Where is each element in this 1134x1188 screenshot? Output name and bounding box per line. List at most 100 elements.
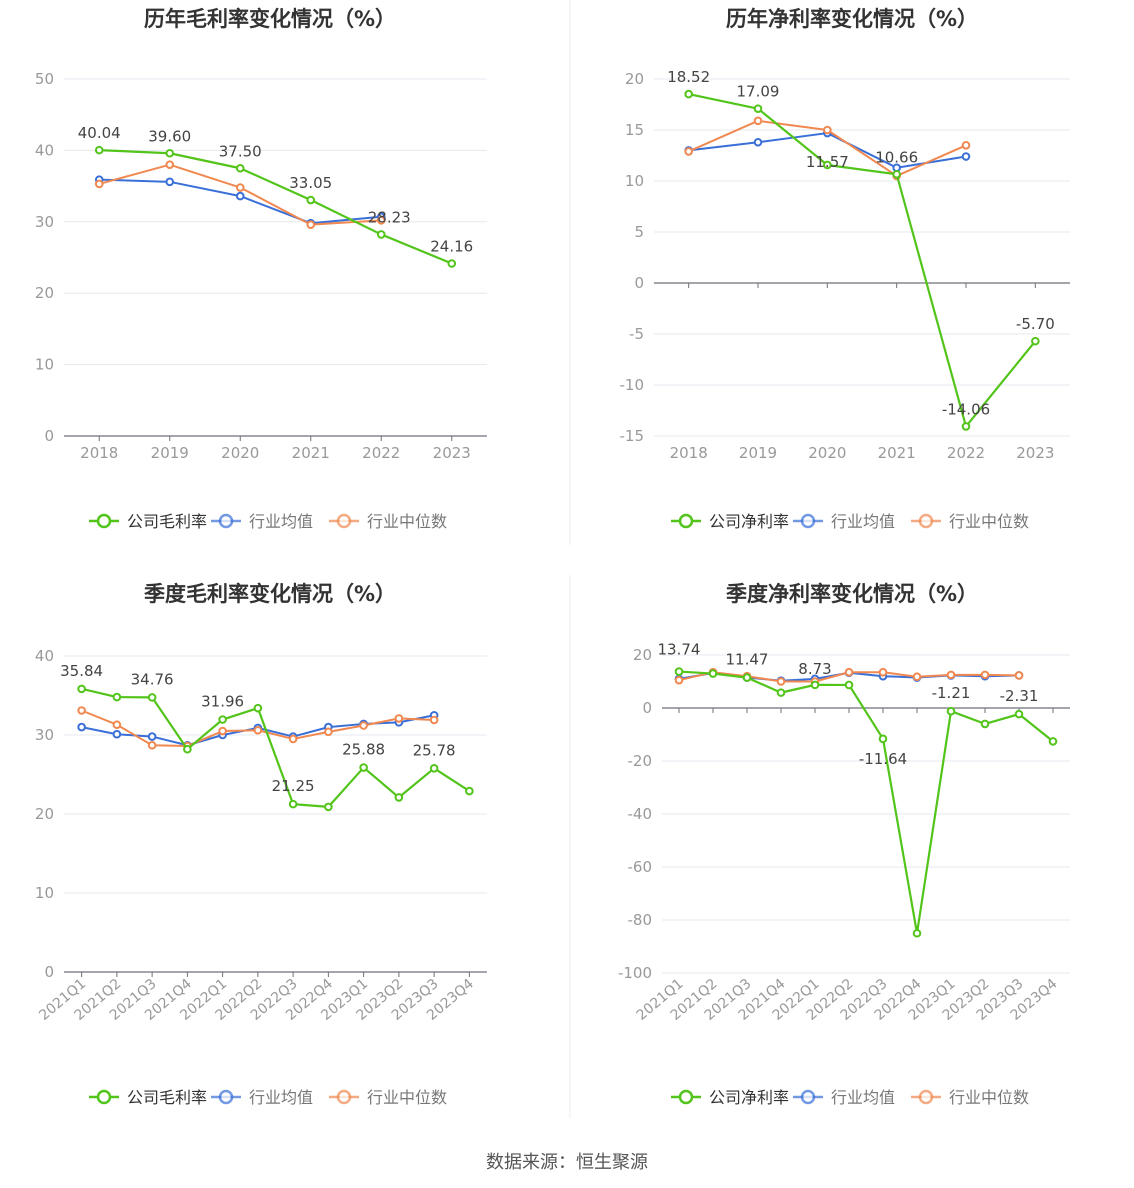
chart-panel-3: 季度毛利率变化情况（%）0102030402021Q12021Q22021Q32… [35, 582, 487, 1107]
legend-marker [218, 513, 234, 529]
data-point-company [165, 148, 175, 158]
legend-label: 公司净利率 [709, 1088, 789, 1107]
x-tick-label: 2019 [739, 444, 777, 462]
legend-item-industry_median: 行业中位数 [911, 1088, 1029, 1107]
y-tick-label: 40 [35, 647, 54, 665]
data-point-company [1014, 709, 1024, 719]
data-point-company [253, 703, 263, 713]
y-tick-label: 0 [634, 274, 644, 292]
data-point-company [147, 693, 157, 702]
data-point-company [77, 684, 86, 694]
data-point-company [776, 688, 786, 697]
y-tick-label: 5 [634, 223, 644, 241]
data-point-industry_avg [235, 191, 245, 201]
y-tick-label: 10 [35, 356, 54, 374]
legend-marker [800, 1089, 816, 1105]
data-point-industry_median [77, 706, 86, 715]
legend-item-industry_avg: 行业均值 [211, 1088, 313, 1107]
y-tick-label: 30 [35, 726, 54, 744]
data-label: 40.04 [78, 124, 121, 142]
data-label: 25.88 [342, 741, 385, 759]
legend: 公司毛利率 行业均值 行业中位数 [89, 512, 447, 531]
chart-panel-2: 历年净利率变化情况（%） -15 -10 -5 0 5 10 15 20 2018 2019 2020… [620, 7, 1070, 531]
legend-item-company: 公司毛利率 [89, 1088, 207, 1107]
legend-label: 行业均值 [249, 1088, 313, 1107]
y-tick-label: -5 [629, 325, 644, 343]
legend-marker [218, 1089, 234, 1105]
y-tick-label: 10 [35, 884, 54, 902]
y-tick-label: 15 [625, 121, 644, 139]
legend-label: 行业均值 [831, 1088, 895, 1107]
data-point-company [94, 145, 104, 155]
data-point-company [961, 422, 971, 431]
x-tick-label: 2021 [292, 444, 330, 462]
data-point-industry_median [823, 125, 832, 135]
legend: 公司净利率 行业均值 行业中位数 [671, 1088, 1029, 1107]
x-tick-label: 2018 [80, 444, 118, 462]
data-point-company [394, 793, 404, 802]
legend-marker [678, 1089, 694, 1105]
data-label: 21.25 [272, 777, 315, 795]
y-tick-label: -40 [628, 805, 653, 823]
data-point-company [376, 230, 386, 239]
data-point-industry_median [218, 726, 227, 736]
data-point-industry_median [912, 672, 922, 682]
data-point-company [465, 786, 474, 796]
y-tick-label: -20 [628, 752, 653, 770]
chart-title: 历年净利率变化情况（%） [726, 7, 978, 31]
y-tick-label: 0 [44, 963, 54, 981]
legend: 公司净利率 行业均值 行业中位数 [671, 512, 1029, 531]
x-tick-label: 2020 [221, 444, 259, 462]
data-point-company [359, 763, 368, 772]
data-point-company [288, 799, 298, 809]
legend-label: 行业中位数 [949, 1088, 1029, 1107]
legend-item-industry_median: 行业中位数 [911, 512, 1029, 531]
data-point-industry_median [684, 147, 693, 156]
legend-item-company: 公司毛利率 [89, 512, 207, 531]
x-tick-label: 2020 [808, 444, 846, 462]
data-label: 17.09 [737, 83, 780, 101]
y-tick-label: 0 [44, 427, 54, 445]
y-tick-label: -60 [628, 858, 653, 876]
series-line-company [678, 670, 1054, 935]
data-point-company [753, 104, 763, 113]
y-tick-label: 40 [35, 141, 54, 159]
data-point-company [742, 673, 752, 682]
y-tick-label: 10 [625, 172, 644, 190]
data-point-company [892, 169, 901, 179]
data-point-company [1048, 737, 1058, 746]
data-point-industry_median [376, 216, 386, 225]
x-tick-label: 2018 [670, 444, 708, 462]
data-point-company [112, 692, 122, 702]
y-tick-label: 20 [633, 646, 652, 664]
data-label: 34.76 [131, 670, 174, 688]
data-point-industry_median [844, 667, 854, 677]
x-tick-label: 2021 [878, 444, 916, 462]
data-point-industry_median [324, 727, 333, 737]
legend-item-industry_avg: 行业均值 [211, 512, 313, 531]
y-tick-label: 20 [35, 284, 54, 302]
data-point-company [844, 680, 854, 690]
data-label: 35.84 [60, 662, 103, 680]
data-point-industry_median [359, 721, 368, 730]
data-point-company [823, 160, 832, 170]
legend-marker [336, 513, 352, 529]
chart-panel-4: 季度净利率变化情况（%）-100-80-60-40-200202021Q1202… [618, 582, 1070, 1107]
data-label: -11.64 [859, 750, 907, 768]
legend-label: 行业均值 [831, 512, 895, 531]
y-tick-label: 30 [35, 213, 54, 231]
chart-title: 季度净利率变化情况（%） [726, 582, 978, 606]
data-label: 11.57 [806, 153, 849, 171]
data-point-company [218, 715, 227, 724]
y-tick-label: -100 [618, 964, 652, 982]
y-tick-label: -80 [628, 911, 653, 929]
legend-marker [918, 513, 934, 529]
data-label: 13.74 [658, 641, 701, 659]
y-tick-label: 0 [642, 699, 652, 717]
data-label: 18.52 [667, 68, 710, 86]
legend-marker [96, 1089, 112, 1105]
legend-label: 公司毛利率 [127, 512, 207, 531]
x-tick-label: 2023 [433, 444, 471, 462]
